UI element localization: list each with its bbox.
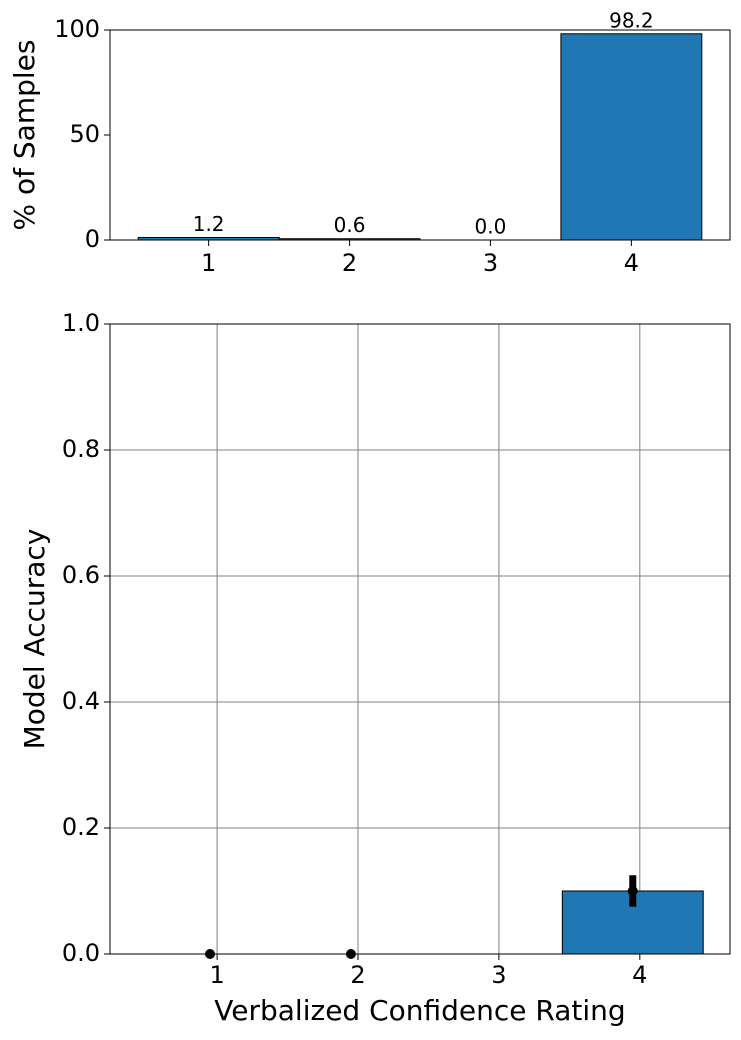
value-label: 1.2: [193, 212, 225, 236]
plot-frame: [109, 29, 731, 241]
plot-frame: [109, 323, 731, 955]
y-tick-label: 0.0: [62, 939, 100, 967]
y-axis-label: Model Accuracy: [18, 529, 51, 750]
y-tick-label: 0.4: [62, 687, 100, 715]
x-axis-label: Verbalized Confidence Rating: [214, 994, 625, 1027]
x-tick-label: 3: [483, 249, 498, 277]
x-tick-label: 1: [209, 961, 224, 989]
y-tick-label: 50: [69, 120, 100, 148]
x-tick-label: 2: [350, 961, 365, 989]
y-axis-label: % of Samples: [8, 40, 41, 231]
value-label: 0.6: [334, 213, 366, 237]
y-tick-label: 100: [54, 15, 100, 43]
mean-point: [627, 886, 638, 896]
x-tick-label: 1: [201, 249, 216, 277]
x-tick-label: 4: [632, 961, 647, 989]
value-label: 98.2: [609, 8, 654, 32]
x-tick-label: 3: [491, 961, 506, 989]
x-tick-label: 4: [624, 249, 639, 277]
value-label: 0.0: [475, 215, 507, 239]
x-tick-label: 2: [342, 249, 357, 277]
y-tick-label: 1.0: [62, 309, 100, 337]
y-tick-label: 0: [85, 225, 100, 253]
bar: [560, 33, 703, 241]
y-tick-label: 0.6: [62, 561, 100, 589]
y-tick-label: 0.2: [62, 813, 100, 841]
y-tick-label: 0.8: [62, 435, 100, 463]
